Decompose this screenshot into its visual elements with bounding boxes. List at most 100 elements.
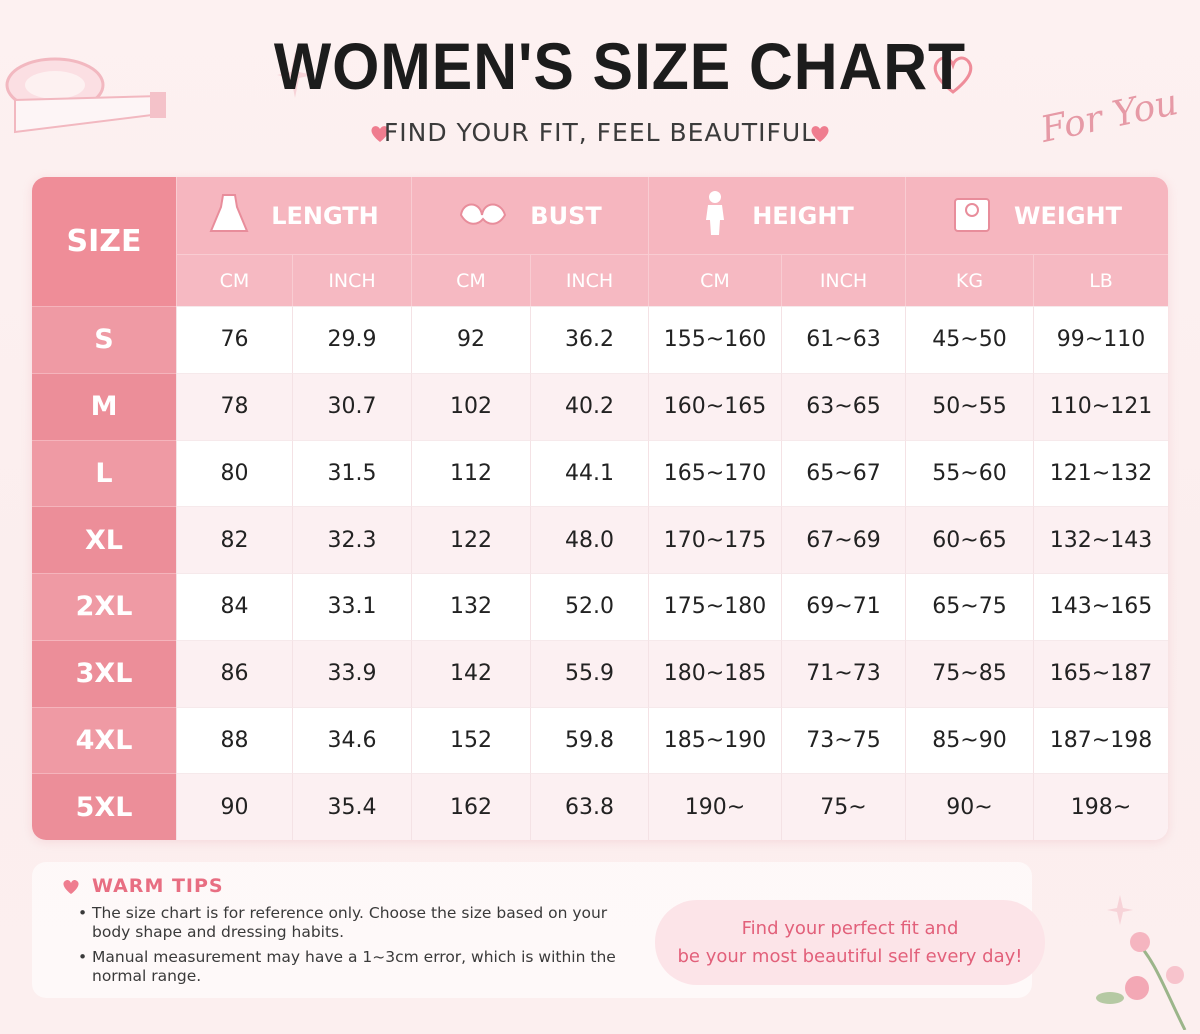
size-label: S: [32, 306, 176, 373]
cell-value: 88: [176, 706, 292, 774]
unit-header: CM: [176, 255, 292, 306]
cell-value: 73~75: [781, 706, 905, 774]
cell-value: 160~165: [648, 372, 781, 440]
message-line: Find your perfect fit and: [741, 917, 959, 939]
unit-header: KG: [905, 255, 1033, 306]
cell-value: 71~73: [781, 639, 905, 707]
cell-value: 33.9: [292, 639, 411, 707]
cell-value: 152: [411, 706, 530, 774]
cell-value: 121~132: [1033, 439, 1168, 507]
message-bubble: Find your perfect fit and be your most be…: [655, 900, 1045, 985]
cell-value: 34.6: [292, 706, 411, 774]
cell-value: 90~: [905, 773, 1033, 840]
cell-value: 82: [176, 506, 292, 573]
group-icon: [952, 193, 992, 239]
cell-value: 175~180: [648, 573, 781, 640]
cell-value: 65~67: [781, 439, 905, 507]
size-label: M: [32, 372, 176, 440]
cell-value: 190~: [648, 773, 781, 840]
cell-value: 33.1: [292, 573, 411, 640]
group-icon: [209, 191, 249, 241]
cell-value: 60~65: [905, 506, 1033, 573]
cell-value: 86: [176, 639, 292, 707]
heart-outline: [933, 56, 973, 94]
group-label: BUST: [530, 201, 602, 230]
tips-title: WARM TIPS: [92, 875, 224, 897]
cell-value: 92: [411, 306, 530, 373]
cell-value: 32.3: [292, 506, 411, 573]
cell-value: 55.9: [530, 639, 648, 707]
cell-value: 132~143: [1033, 506, 1168, 573]
flowers: [1096, 895, 1187, 1030]
cell-value: 165~170: [648, 439, 781, 507]
size-label: XL: [32, 506, 176, 573]
message-line: be your most beautiful self every day!: [677, 945, 1023, 967]
unit-header: CM: [648, 255, 781, 306]
group-header: WEIGHT: [905, 177, 1168, 255]
cell-value: 29.9: [292, 306, 411, 373]
group-label: WEIGHT: [1014, 201, 1122, 230]
cell-value: 84: [176, 573, 292, 640]
title: WOMEN'S SIZE CHART: [273, 29, 967, 103]
size-label: 2XL: [32, 573, 176, 640]
cell-value: 185~190: [648, 706, 781, 774]
cell-value: 132: [411, 573, 530, 640]
cell-value: 80: [176, 439, 292, 507]
size-label: 5XL: [32, 773, 176, 840]
heart: [371, 126, 389, 142]
cell-value: 44.1: [530, 439, 648, 507]
cell-value: 76: [176, 306, 292, 373]
cell-value: 31.5: [292, 439, 411, 507]
cell-value: 61~63: [781, 306, 905, 373]
cell-value: 78: [176, 372, 292, 440]
cell-value: 36.2: [530, 306, 648, 373]
size-label: 4XL: [32, 706, 176, 774]
cell-value: 122: [411, 506, 530, 573]
cell-value: 99~110: [1033, 306, 1168, 373]
cell-value: 162: [411, 773, 530, 840]
cell-value: 112: [411, 439, 530, 507]
group-header: BUST: [411, 177, 648, 255]
cell-value: 50~55: [905, 372, 1033, 440]
unit-header: INCH: [781, 255, 905, 306]
group-label: LENGTH: [271, 201, 379, 230]
group-header: HEIGHT: [648, 177, 905, 255]
cell-value: 142: [411, 639, 530, 707]
cell-value: 45~50: [905, 306, 1033, 373]
cell-value: 30.7: [292, 372, 411, 440]
cell-value: 63.8: [530, 773, 648, 840]
unit-header: CM: [411, 255, 530, 306]
size-label: L: [32, 439, 176, 507]
cell-value: 110~121: [1033, 372, 1168, 440]
tips-list: The size chart is for reference only. Ch…: [78, 904, 638, 992]
cell-value: 198~: [1033, 773, 1168, 840]
cell-value: 40.2: [530, 372, 648, 440]
unit-header: INCH: [530, 255, 648, 306]
cell-value: 90: [176, 773, 292, 840]
cell-value: 75~: [781, 773, 905, 840]
cell-value: 180~185: [648, 639, 781, 707]
cell-value: 155~160: [648, 306, 781, 373]
unit-header: INCH: [292, 255, 411, 306]
cell-value: 52.0: [530, 573, 648, 640]
group-icon: [700, 190, 730, 242]
cell-value: 170~175: [648, 506, 781, 573]
cell-value: 165~187: [1033, 639, 1168, 707]
cell-value: 85~90: [905, 706, 1033, 774]
tip-item: The size chart is for reference only. Ch…: [78, 904, 638, 942]
cell-value: 55~60: [905, 439, 1033, 507]
cell-value: 143~165: [1033, 573, 1168, 640]
cell-value: 75~85: [905, 639, 1033, 707]
cell-value: 69~71: [781, 573, 905, 640]
cell-value: 59.8: [530, 706, 648, 774]
tape-measure-icon: [5, 57, 166, 134]
unit-header: LB: [1033, 255, 1168, 306]
cell-value: 67~69: [781, 506, 905, 573]
size-table: SIZE LENGTH CM INCH BUST CM INCH HEIGHT CM INCH WE…: [32, 177, 1168, 840]
cell-value: 187~198: [1033, 706, 1168, 774]
cell-value: 48.0: [530, 506, 648, 573]
tip-item: Manual measurement may have a 1~3cm erro…: [78, 948, 638, 986]
heart: [63, 879, 79, 894]
heart: [811, 126, 829, 142]
